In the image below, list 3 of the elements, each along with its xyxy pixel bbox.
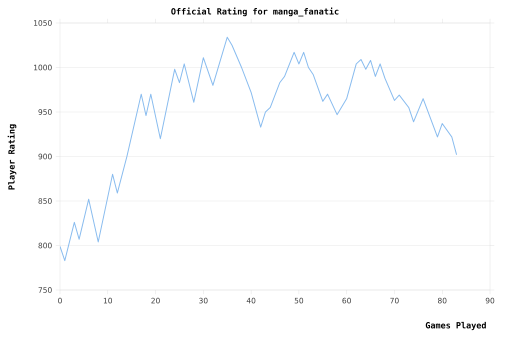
y-axis-title: Player Rating (8, 124, 16, 190)
x-axis-title: Games Played (426, 322, 486, 330)
chart-title: Official Rating for manga_fanatic (171, 8, 338, 16)
